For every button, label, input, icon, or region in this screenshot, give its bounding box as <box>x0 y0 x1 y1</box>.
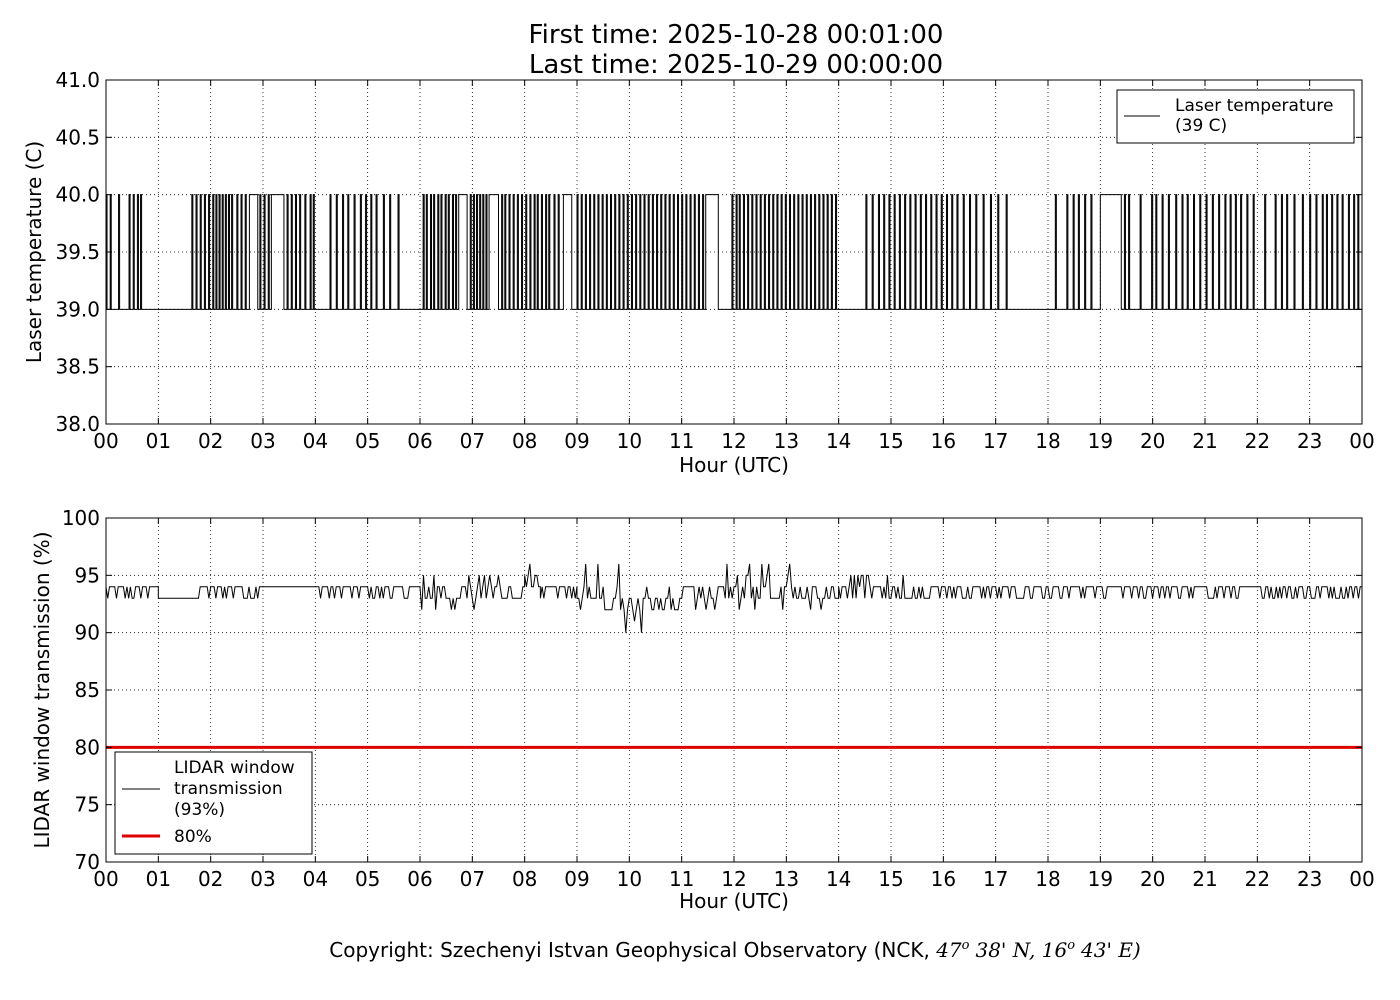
x-tick-label: 23 <box>1297 429 1322 453</box>
y-tick-label: 80 <box>75 735 100 759</box>
x-tick-label: 17 <box>983 429 1008 453</box>
x-tick-label: 00 <box>1349 429 1374 453</box>
footer-lon-deg: 16 <box>1042 938 1068 962</box>
transmission-line <box>105 563 1362 633</box>
laser-temperature-series <box>105 194 1362 310</box>
y-tick-label: 40.5 <box>55 125 100 149</box>
lidar-transmission-chart: 00 01 02 03 04 05 06 07 08 09 10 11 12 13 14 15 16 17 18 19… <box>30 506 1375 913</box>
x-tick-label: 01 <box>146 429 171 453</box>
y-tick-label: 70 <box>75 850 100 874</box>
lidar-transmission-series <box>105 563 1362 633</box>
legend-label-line-3: (93%) <box>174 800 225 820</box>
y-tick-label: 39.5 <box>55 240 100 264</box>
x-tick-label: 12 <box>721 867 746 891</box>
x-tick-label: 17 <box>983 867 1008 891</box>
x-tick-label: 21 <box>1192 429 1217 453</box>
x-tick-label: 03 <box>250 429 275 453</box>
legend: Laser temperature (39 C) <box>1116 89 1355 144</box>
x-tick-label: 04 <box>303 429 328 453</box>
legend: LIDAR window transmission (93%) 80% <box>114 751 313 855</box>
x-tick-label: 00 <box>93 429 118 453</box>
x-tick-label: 16 <box>931 429 956 453</box>
y-axis-label: Laser temperature (C) <box>22 141 46 363</box>
x-tick-label: 00 <box>93 867 118 891</box>
footer-prefix: Copyright: Szechenyi Istvan Geophysical … <box>329 938 936 962</box>
x-tick-label: 18 <box>1035 867 1060 891</box>
x-tick-label: 06 <box>407 867 432 891</box>
grid <box>106 518 1362 862</box>
x-axis-label: Hour (UTC) <box>679 453 789 477</box>
x-tick-label: 23 <box>1297 867 1322 891</box>
y-tick-label: 90 <box>75 621 100 645</box>
x-tick-label: 01 <box>146 867 171 891</box>
x-axis-label: Hour (UTC) <box>679 889 789 913</box>
x-tick-label: 14 <box>826 429 851 453</box>
x-tick-label: 08 <box>512 867 537 891</box>
x-tick-label: 20 <box>1140 429 1165 453</box>
x-tick-label: 00 <box>1349 867 1374 891</box>
legend-label-line-2: (39 C) <box>1175 116 1227 136</box>
x-tick-label: 16 <box>931 867 956 891</box>
x-tick-label: 03 <box>250 867 275 891</box>
x-tick-label: 10 <box>617 867 642 891</box>
y-tick-label: 100 <box>62 506 100 530</box>
x-tick-label: 15 <box>878 867 903 891</box>
footer-lat-min: 38' N, <box>975 938 1041 962</box>
legend-label-line-2: transmission <box>174 779 283 799</box>
x-ticks: 00 01 02 03 04 05 06 07 08 09 10 11 12 13 14 15 16 17 18 19… <box>93 80 1375 453</box>
grid <box>106 80 1362 424</box>
y-ticks: 38.0 38.5 39.0 39.5 40.0 40.5 41.0 <box>55 68 1362 436</box>
x-tick-label: 22 <box>1245 867 1270 891</box>
y-ticks: 70 75 80 85 90 95 100 <box>62 506 1362 874</box>
x-tick-label: 12 <box>721 429 746 453</box>
footer-lat-degree-mark: o <box>962 938 970 953</box>
x-tick-label: 08 <box>512 429 537 453</box>
title-line-1: First time: 2025-10-28 00:01:00 <box>529 20 944 50</box>
x-tick-label: 02 <box>198 867 223 891</box>
legend-label-line-1: LIDAR window <box>174 758 295 778</box>
footer-lon-min: 43' E) <box>1080 938 1141 962</box>
x-tick-label: 11 <box>669 867 694 891</box>
x-tick-label: 11 <box>669 429 694 453</box>
x-tick-label: 22 <box>1245 429 1270 453</box>
legend-label-line-1: Laser temperature <box>1175 96 1333 116</box>
x-tick-label: 15 <box>878 429 903 453</box>
y-tick-label: 38.0 <box>55 412 100 436</box>
x-tick-label: 19 <box>1088 429 1113 453</box>
x-tick-label: 05 <box>355 867 380 891</box>
laser-temperature-line <box>105 194 1362 310</box>
copyright-footer: Copyright: Szechenyi Istvan Geophysical … <box>329 938 1140 962</box>
x-tick-label: 19 <box>1088 867 1113 891</box>
y-tick-label: 85 <box>75 678 100 702</box>
title-line-2: Last time: 2025-10-29 00:00:00 <box>529 50 943 80</box>
x-tick-label: 09 <box>564 867 589 891</box>
x-tick-label: 05 <box>355 429 380 453</box>
x-tick-label: 10 <box>617 429 642 453</box>
x-tick-label: 13 <box>774 429 799 453</box>
x-tick-label: 09 <box>564 429 589 453</box>
x-ticks: 00 01 02 03 04 05 06 07 08 09 10 11 12 13 14 15 16 17 18 19… <box>93 518 1375 891</box>
x-tick-label: 06 <box>407 429 432 453</box>
y-axis-label: LIDAR window transmission (%) <box>30 532 54 849</box>
laser-temperature-chart: 00 01 02 03 04 05 06 07 08 09 10 11 12 13 14 15 16 17 18 19… <box>22 68 1375 477</box>
y-tick-label: 95 <box>75 563 100 587</box>
y-tick-label: 75 <box>75 793 100 817</box>
y-tick-label: 41.0 <box>55 68 100 92</box>
x-tick-label: 02 <box>198 429 223 453</box>
x-tick-label: 07 <box>460 429 485 453</box>
x-tick-label: 13 <box>774 867 799 891</box>
footer-lon-degree-mark: o <box>1067 938 1075 953</box>
y-tick-label: 39.0 <box>55 297 100 321</box>
x-tick-label: 20 <box>1140 867 1165 891</box>
x-tick-label: 07 <box>460 867 485 891</box>
x-tick-label: 21 <box>1192 867 1217 891</box>
y-tick-label: 40.0 <box>55 183 100 207</box>
x-tick-label: 14 <box>826 867 851 891</box>
x-tick-label: 18 <box>1035 429 1060 453</box>
x-tick-label: 04 <box>303 867 328 891</box>
legend-label-threshold: 80% <box>174 827 212 847</box>
y-tick-label: 38.5 <box>55 355 100 379</box>
footer-lat-deg: 47 <box>935 938 962 962</box>
